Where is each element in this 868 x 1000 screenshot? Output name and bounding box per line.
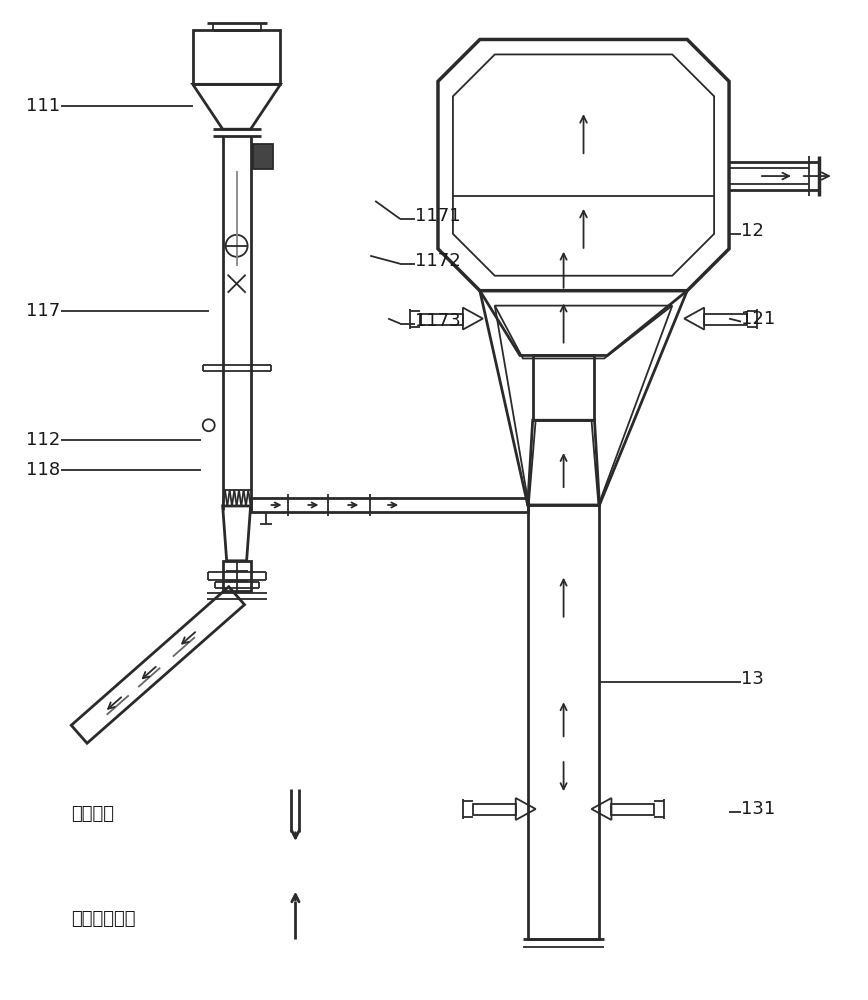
- Text: 111: 111: [26, 97, 61, 115]
- Text: 混合气体走向: 混合气体走向: [71, 910, 135, 928]
- Bar: [528, 505, 600, 939]
- Text: 117: 117: [26, 302, 61, 320]
- Text: 13: 13: [741, 670, 764, 688]
- Text: 131: 131: [741, 800, 775, 818]
- Bar: [251, 498, 528, 512]
- Bar: [611, 804, 654, 815]
- Bar: [420, 314, 463, 325]
- Text: 121: 121: [741, 310, 775, 328]
- Bar: [223, 561, 251, 591]
- Bar: [193, 30, 280, 84]
- Bar: [704, 314, 747, 325]
- Text: 12: 12: [741, 222, 764, 240]
- Text: 112: 112: [26, 431, 61, 449]
- Text: 1173: 1173: [415, 312, 461, 330]
- Bar: [253, 144, 273, 169]
- Text: 炉渣走向: 炉渣走向: [71, 805, 115, 823]
- Text: 1172: 1172: [415, 252, 461, 270]
- Text: 1171: 1171: [415, 207, 461, 225]
- Text: 118: 118: [26, 461, 61, 479]
- Bar: [473, 804, 516, 815]
- Bar: [533, 355, 595, 420]
